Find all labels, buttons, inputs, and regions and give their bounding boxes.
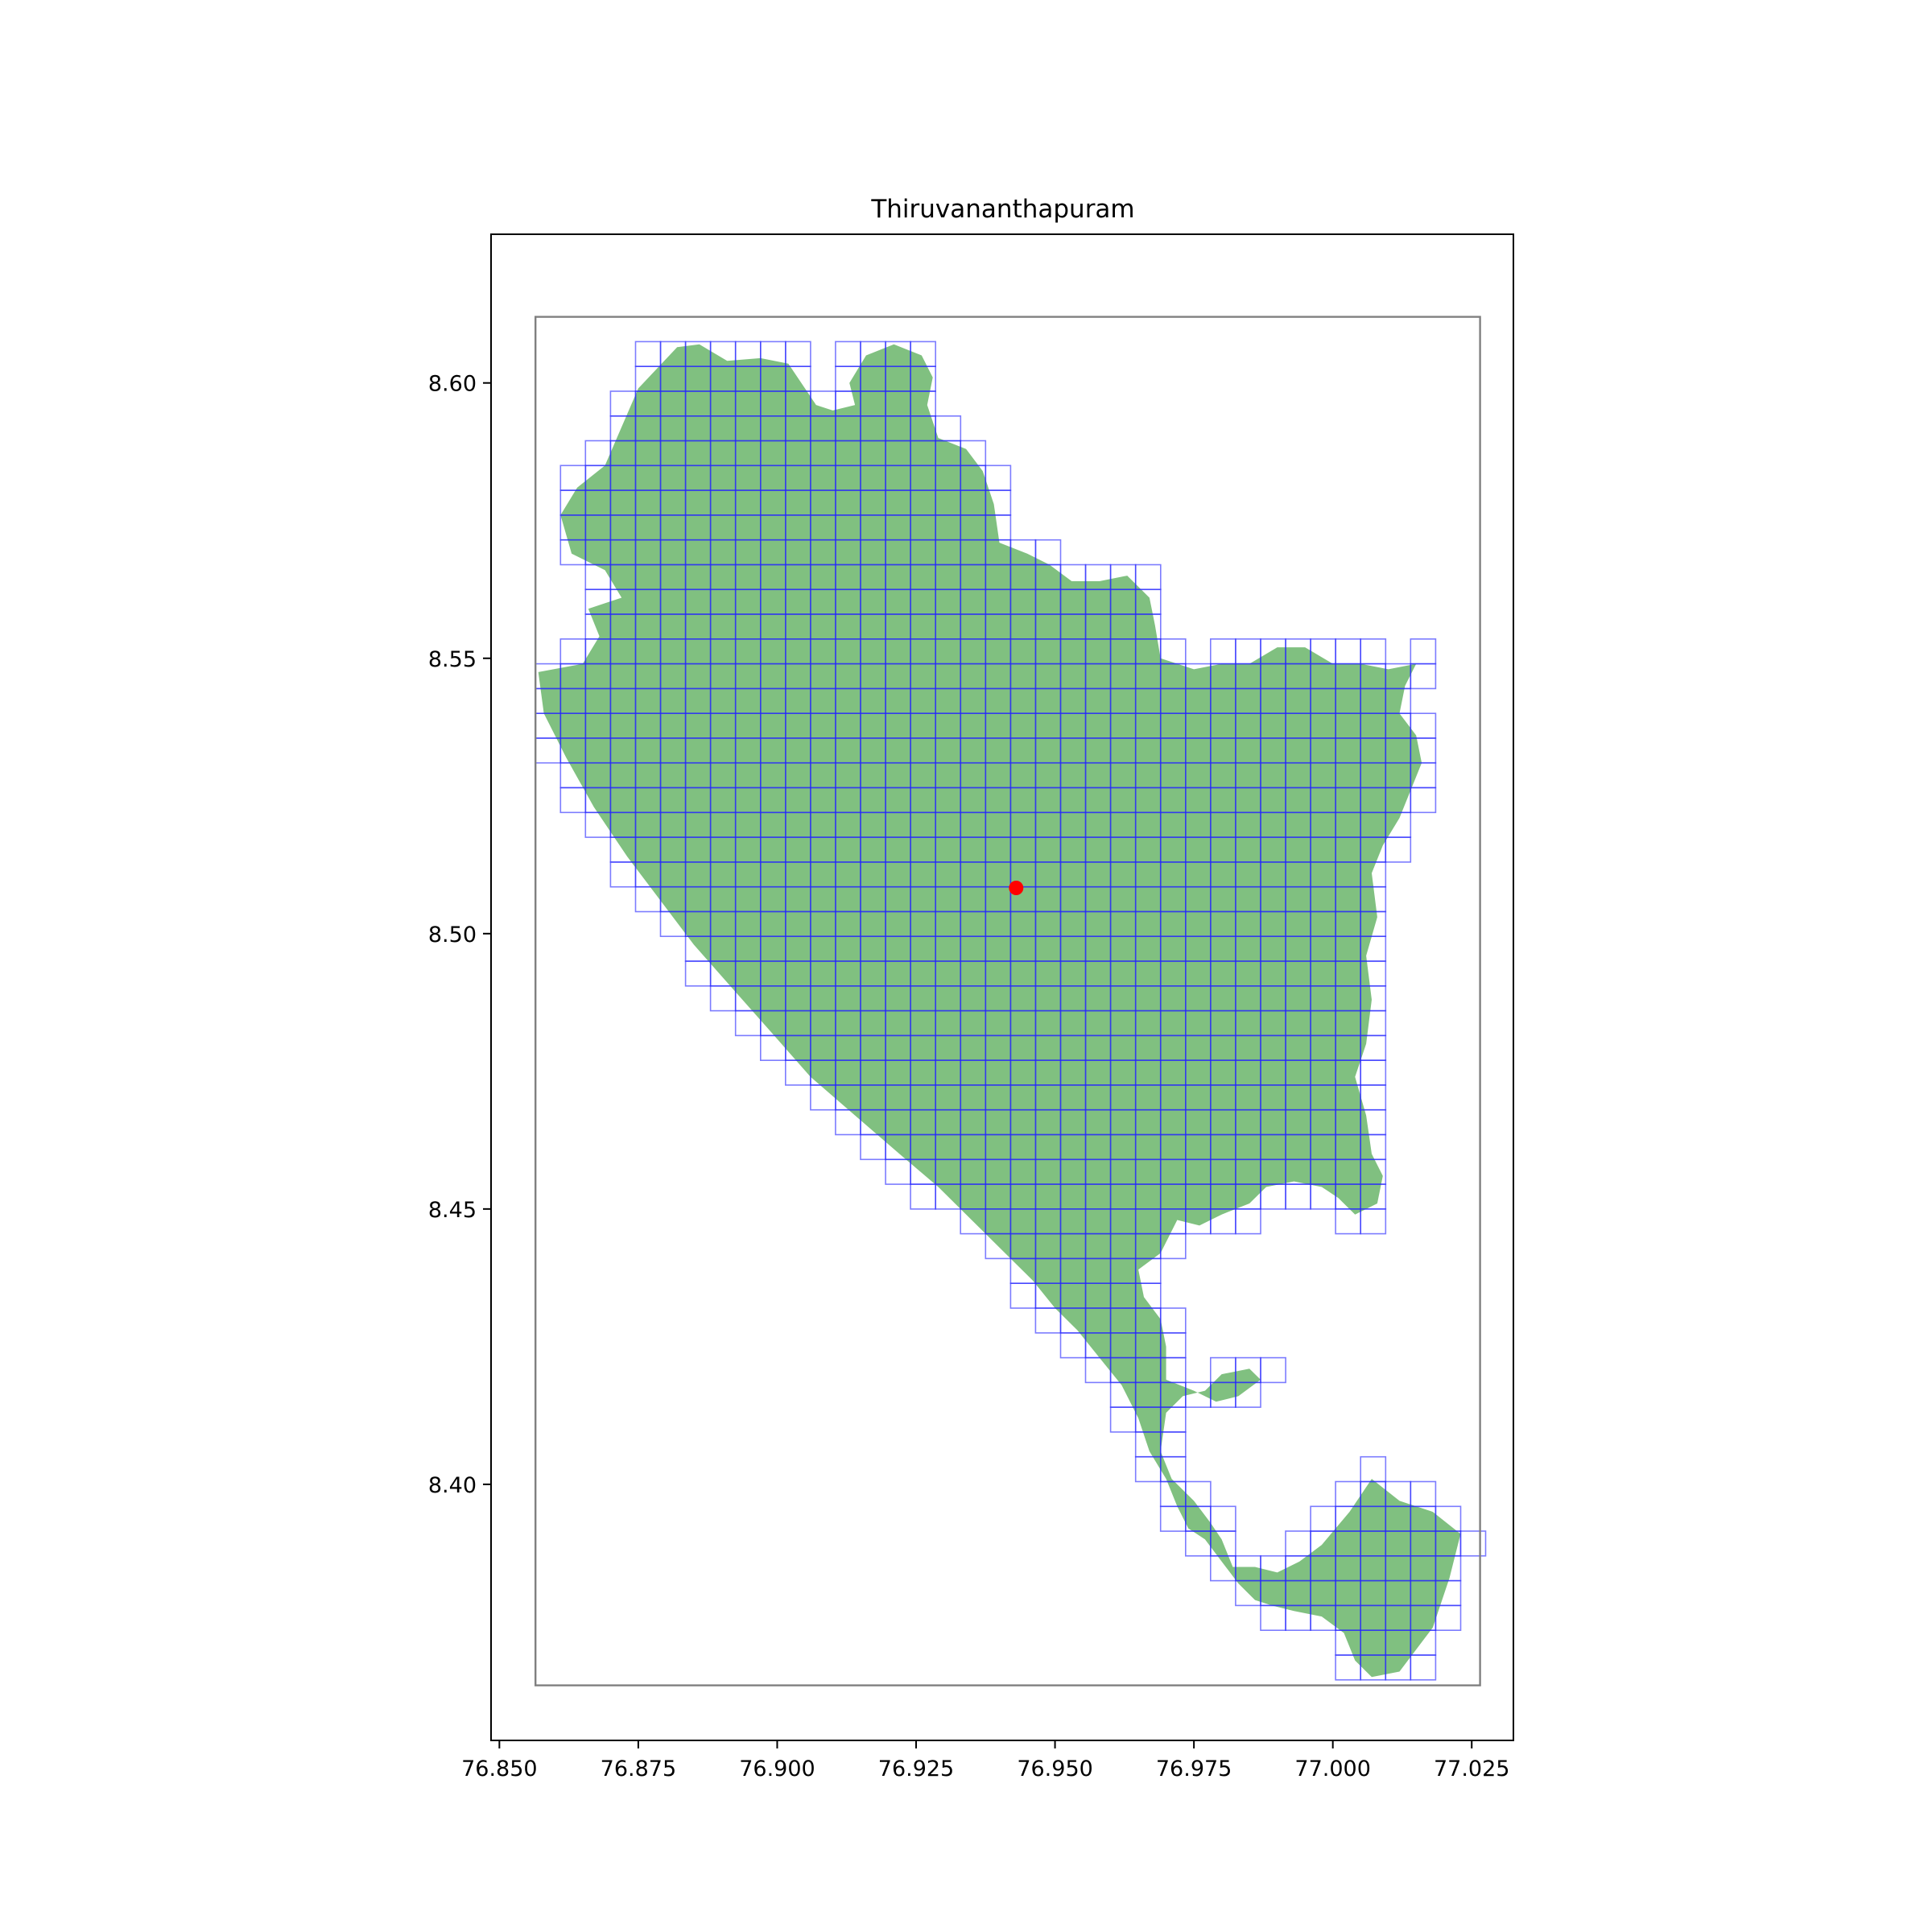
x-tick-label: 76.900 xyxy=(739,1757,815,1781)
x-tick-label: 76.875 xyxy=(601,1757,676,1781)
grid-cell xyxy=(1459,1530,1487,1557)
x-axis-ticks: 76.850 76.875 76.900 76.925 76.950 76.975 77.0… xyxy=(461,1740,1509,1781)
chart-title: Thiruvananthapuram xyxy=(870,195,1134,224)
bounding-box xyxy=(535,316,1481,1686)
center-point-layer xyxy=(1009,881,1024,895)
y-tick-label: 8.60 xyxy=(428,372,477,397)
grid-cell xyxy=(1410,663,1437,690)
axes-frame xyxy=(490,233,1514,1741)
grid-cells-layer xyxy=(535,341,1487,1681)
grid-cell xyxy=(1159,1232,1187,1260)
grid-cell xyxy=(1360,1208,1387,1235)
grid-cell xyxy=(1410,1654,1437,1681)
y-tick-label: 8.50 xyxy=(428,923,477,947)
x-tick-label: 76.850 xyxy=(461,1757,537,1781)
grid-cell xyxy=(1235,1208,1261,1235)
x-tick-label: 77.025 xyxy=(1434,1757,1509,1781)
x-tick-label: 76.975 xyxy=(1156,1757,1232,1781)
bounding-box-layer xyxy=(535,316,1481,1686)
x-tick-label: 76.950 xyxy=(1017,1757,1092,1781)
grid-cell xyxy=(1410,786,1437,814)
x-tick-label: 77.000 xyxy=(1294,1757,1370,1781)
grid-cell xyxy=(1260,1356,1286,1384)
y-tick-label: 8.45 xyxy=(428,1198,477,1223)
grid-cell xyxy=(1435,1604,1462,1632)
y-tick-label: 8.40 xyxy=(428,1473,477,1498)
y-axis-ticks: 8.40 8.45 8.50 8.55 8.60 xyxy=(428,372,491,1498)
grid-cell xyxy=(1235,1381,1261,1408)
grid-cell xyxy=(1385,836,1412,863)
y-tick-label: 8.55 xyxy=(428,647,477,672)
x-tick-label: 76.925 xyxy=(878,1757,954,1781)
plot-axes: 76.850 76.875 76.900 76.925 76.950 76.975 77.0… xyxy=(428,233,1514,1781)
center-point-marker xyxy=(1009,881,1024,895)
